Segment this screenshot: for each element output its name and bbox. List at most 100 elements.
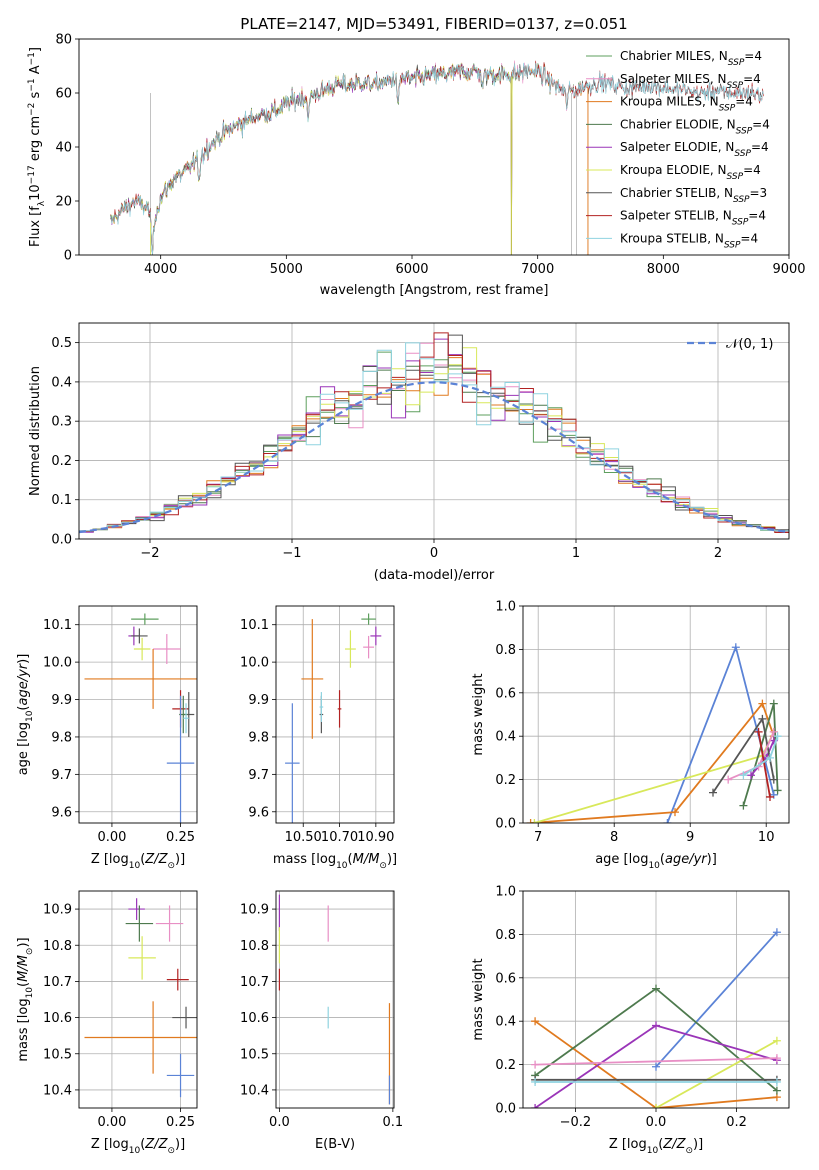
x-tick-label: 9000 [772,262,805,277]
error-bar-point [183,703,189,734]
y-tick-label: 0.2 [495,1058,516,1073]
y-tick-label: 9.8 [248,730,269,745]
weight-line [534,731,775,823]
plot-area [79,606,197,823]
chart-mass-vs-EBV: 0.0 0.1 10.4 10.5 10.6 10.7 10.8 10.9 E(B-V) [240,890,404,1152]
weight-marker [758,699,767,708]
weight-line [534,1020,777,1108]
weight-line [655,931,778,1068]
weight-marker [772,1077,781,1086]
y-tick-label: 40 [55,141,72,156]
weight-marker [772,1086,781,1095]
weight-marker [772,1036,781,1045]
y-tick-label: 0.0 [495,1102,516,1117]
legend-label: Chabrier MILES, NSSP=4 [620,49,762,68]
x-tick-label: 0.0 [269,1115,290,1130]
x-tick-label: 0 [430,546,438,561]
legend-label: Chabrier STELIB, NSSP=3 [620,186,767,205]
weight-marker [531,1060,540,1069]
weight-marker [530,819,539,823]
chart-mass-weight-vs-Z: −0.2 0.0 0.2 0.0 0.2 0.4 0.6 0.8 1.0 Z [log10(Z/Z… [471,885,790,1156]
y-tick-label: 10.9 [240,903,269,918]
x-axis-label: Z [log10(Z/Z⊙)] [609,1137,703,1156]
weight-marker [652,1021,660,1030]
x-tick-label: 7000 [521,262,554,277]
weight-line [757,731,771,798]
x-tick-label: 10.70 [321,830,358,845]
y-tick-label: 10.5 [240,1047,269,1062]
weight-marker [754,727,763,736]
y-axis-label: age [log10(age/yr)] [16,654,35,776]
weight-marker [747,771,755,780]
spectrum-model-line [110,63,513,255]
error-bar-point [131,613,159,625]
weight-marker [766,753,774,762]
weight-marker [652,984,660,993]
weight-marker [652,1104,660,1108]
weight-marker [769,727,778,736]
y-axis-label: mass weight [471,958,486,1040]
chart-mass-vs-Z: 0.00 0.25 10.4 10.5 10.6 10.7 10.8 10.9 Z [log10… [16,890,198,1156]
chart-mass-weight-vs-age: 7 8 9 10 0.0 0.2 0.4 0.6 0.8 1.0 age [log10(age/yr… [471,600,790,871]
error-bar-point [166,968,189,991]
weight-marker [758,714,767,723]
y-tick-label: 9.7 [51,768,72,783]
x-tick-label: 7 [534,830,542,845]
y-tick-label: 80 [55,33,72,48]
weight-marker [531,1017,540,1026]
error-bar-point [128,898,145,920]
x-tick-label: 9 [686,830,694,845]
x-axis-label: E(B-V) [315,1137,355,1152]
y-tick-label: 10.9 [43,903,72,918]
y-tick-label: 0.6 [495,686,516,701]
y-tick-label: 0 [64,249,72,264]
error-bar-point [153,634,181,664]
legend-label: Kroupa ELODIE, NSSP=4 [620,163,761,182]
weight-marker [531,1104,540,1108]
weight-marker [772,928,781,937]
y-tick-label: 9.9 [51,693,72,708]
x-axis-label: wavelength [Angstrom, rest frame] [320,283,549,298]
legend-label: Kroupa MILES, NSSP=4 [620,95,753,114]
legend-label: Kroupa STELIB, NSSP=4 [620,231,758,250]
error-bar-point [131,628,148,644]
y-tick-label: 10.1 [43,618,72,633]
x-tick-label: −0.2 [560,1115,592,1130]
weight-line [655,1039,778,1108]
y-axis-label: Normed distribution [28,366,43,496]
weight-marker [739,801,748,810]
y-tick-label: 10.0 [43,656,72,671]
axes-frame [275,605,395,824]
weight-marker [769,775,778,784]
y-axis-label: Flux [fλ10−17 erg cm−2 s−1 A−1] [27,47,47,247]
x-axis-label: age [log10(age/yr)] [595,852,717,871]
y-tick-label: 0.8 [495,928,516,943]
y-tick-label: 0.2 [495,773,516,788]
error-bar-point [166,695,195,823]
y-tick-label: 20 [55,195,72,210]
x-tick-label: 4000 [144,262,177,277]
plot-area [79,323,789,539]
y-tick-label: 60 [55,87,72,102]
plot-area [523,891,789,1108]
weight-marker [766,792,774,801]
x-tick-label: 5000 [270,262,303,277]
legend-label: Salpeter STELIB, NSSP=4 [620,209,766,228]
error-bar-point [337,690,342,728]
x-tick-label: −1 [282,546,301,561]
error-bar-point [370,626,382,646]
error-bar-point [133,637,151,661]
spectrum-model-line [110,62,588,255]
x-tick-label: 0.1 [383,1115,404,1130]
y-tick-label: 0.6 [495,971,516,986]
x-tick-label: 2 [714,546,722,561]
x-tick-label: 10 [758,830,775,845]
x-tick-label: −2 [140,546,159,561]
legend: Chabrier MILES, NSSP=4 Salpeter MILES, NS… [586,49,770,250]
weight-marker [724,775,733,784]
plot-area [276,891,394,1108]
y-tick-label: 10.6 [43,1011,72,1026]
error-bar-point [166,1053,195,1098]
x-axis-label: mass [log10(M/M⊙)] [273,852,397,871]
